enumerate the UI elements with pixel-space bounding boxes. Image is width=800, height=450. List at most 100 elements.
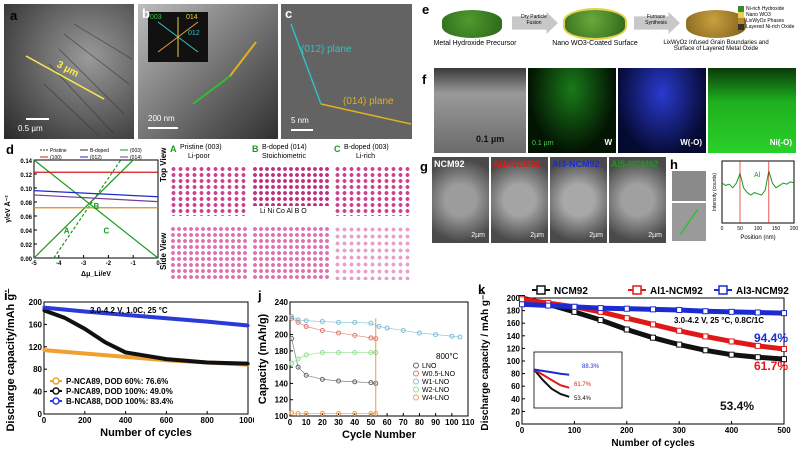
data-point bbox=[545, 302, 552, 309]
data-point-0 bbox=[289, 336, 295, 342]
panel-k: 0 100 200 300 400 500 0 20 40 60 80 100 120 140 160 180… bbox=[478, 282, 798, 448]
legend-label: Al3-NCM92 bbox=[736, 286, 789, 297]
series-line-4 bbox=[291, 412, 376, 414]
y-tick-label: 140 bbox=[275, 379, 289, 388]
crystal-col-b: B B-doped (014) Stoichiometric Li Ni Co … bbox=[252, 144, 330, 282]
inset-line-2 bbox=[533, 368, 570, 376]
col-tag: A bbox=[170, 144, 177, 154]
sem-al1: Al1-NCM92 2µm bbox=[491, 157, 548, 243]
scale-label: 2µm bbox=[471, 232, 485, 239]
legend-marker bbox=[413, 370, 419, 377]
data-point bbox=[205, 360, 209, 365]
y-tick-label: 80 bbox=[511, 370, 520, 379]
x-tick-label: -5 bbox=[31, 261, 37, 267]
swatch bbox=[738, 18, 744, 24]
legend-label: Layered Ni-rich Oxide bbox=[746, 24, 795, 30]
x-tick-label: 600 bbox=[160, 416, 174, 425]
legend-label: W1-LNO bbox=[422, 379, 450, 386]
y-axis-label: γ/eV Å⁻² bbox=[4, 195, 12, 223]
data-point bbox=[754, 354, 761, 361]
data-point-1 bbox=[289, 315, 295, 321]
scale-label: 5 nm bbox=[291, 116, 309, 125]
sample-label: Al3-NCM92 bbox=[552, 159, 600, 169]
sem-al5: Al5-NCM92 2µm bbox=[609, 157, 666, 243]
y-tick-label: 100 bbox=[275, 412, 289, 421]
y-tick-label: 0.00 bbox=[20, 257, 32, 263]
col-title: B-doped (014) bbox=[262, 144, 307, 151]
plane-003: 003 bbox=[150, 14, 162, 21]
col-tag: B bbox=[252, 144, 259, 154]
data-point bbox=[519, 296, 525, 303]
plane-012: 012 bbox=[188, 30, 200, 37]
col-sub: Stoichiometric bbox=[262, 153, 306, 160]
precursor-disc bbox=[442, 10, 502, 38]
x-tick-label: 110 bbox=[462, 418, 475, 427]
y-tick-label: 20 bbox=[511, 407, 520, 416]
x-axis-label: Cycle Number bbox=[342, 429, 417, 441]
data-point bbox=[597, 305, 604, 312]
linescan-line bbox=[721, 170, 795, 196]
x-tick-label: -3 bbox=[81, 261, 87, 267]
data-point bbox=[650, 321, 656, 328]
inset-label: 88.3% bbox=[582, 364, 600, 370]
data-point-1 bbox=[295, 319, 301, 325]
y-tick-label: 120 bbox=[29, 343, 43, 352]
data-point bbox=[205, 320, 209, 324]
data-point bbox=[676, 341, 683, 348]
data-point bbox=[676, 327, 683, 334]
cycling-chart-j: 0 10 20 30 40 50 60 70 80 90 100 110100120140160180… bbox=[257, 298, 475, 441]
data-point-3 bbox=[295, 356, 301, 362]
point-label-a: A bbox=[64, 227, 70, 236]
y-tick-label: 140 bbox=[507, 332, 521, 341]
panel-label: h bbox=[670, 157, 678, 172]
data-point bbox=[62, 316, 66, 320]
x-tick-label: 0 bbox=[721, 226, 724, 232]
condition-label: 3.0-4.2 V, 25 °C, 0.8C/1C bbox=[674, 316, 765, 325]
panel-h-linescan: h Al 0 50 100 150 200 Position (nm) Intensity (… bbox=[670, 157, 798, 243]
legend-label: LixWyOz Phases bbox=[746, 18, 785, 24]
y-tick-label: 160 bbox=[507, 319, 521, 328]
plot-frame bbox=[33, 159, 159, 259]
y-axis-label: Capacity (mAh/g) bbox=[257, 313, 269, 404]
series-line-0 bbox=[291, 338, 376, 384]
y-tick-label: 0.04 bbox=[20, 229, 32, 235]
series-line-014 bbox=[33, 194, 159, 203]
data-point bbox=[702, 308, 709, 315]
series-line-2 bbox=[291, 316, 460, 338]
sample-label: Al1-NCM92 bbox=[493, 159, 541, 169]
cycling-chart-k: 0 100 200 300 400 500 0 20 40 60 80 100 120 140 160 180… bbox=[480, 285, 791, 448]
legend-label: (014) bbox=[130, 155, 142, 161]
data-point bbox=[571, 308, 578, 315]
y-tick-label: 40 bbox=[511, 395, 520, 404]
legend-label: W2-LNO bbox=[422, 387, 450, 394]
scale-label: 2µm bbox=[648, 232, 662, 239]
legend-label: W0.5-LNO bbox=[422, 371, 456, 378]
data-point bbox=[124, 313, 128, 317]
x-tick-label: 90 bbox=[431, 418, 440, 427]
point-label-b: B bbox=[94, 202, 100, 211]
scale-label: 0.5 µm bbox=[18, 124, 43, 133]
x-tick-label: 0 bbox=[520, 426, 525, 435]
series-line-2 bbox=[43, 305, 249, 328]
y-tick-label: 40 bbox=[33, 388, 42, 397]
data-point bbox=[781, 310, 787, 317]
data-point bbox=[650, 334, 656, 341]
side-view-label: Side View bbox=[159, 232, 168, 270]
step1-label: Metal Hydroxide Precursor bbox=[433, 40, 517, 47]
legend-label: LNO bbox=[422, 363, 437, 370]
h-image-bottom bbox=[672, 203, 706, 241]
plot-frame bbox=[43, 301, 249, 415]
data-point bbox=[728, 351, 735, 358]
x-tick-label: 0 bbox=[156, 261, 160, 267]
data-point-1 bbox=[303, 323, 309, 329]
panel-d: d -5 -4 -3 -2 -1 0 0.00 0.02 0.04 0.06 0.08 0.10 0.1… bbox=[4, 142, 414, 285]
y-tick-label: 160 bbox=[29, 320, 43, 329]
panel-a-overlay bbox=[25, 23, 133, 137]
sem-al3: Al3-NCM92 2µm bbox=[550, 157, 607, 243]
scale-label: 0.1 µm bbox=[476, 134, 505, 144]
data-point bbox=[519, 301, 525, 308]
plane-012-label: (012) plane bbox=[301, 44, 352, 55]
data-point bbox=[728, 308, 735, 315]
panel-g-sem: g NCM92 2µm Al1-NCM92 2µm Al3-NCM92 2µm … bbox=[418, 157, 668, 243]
